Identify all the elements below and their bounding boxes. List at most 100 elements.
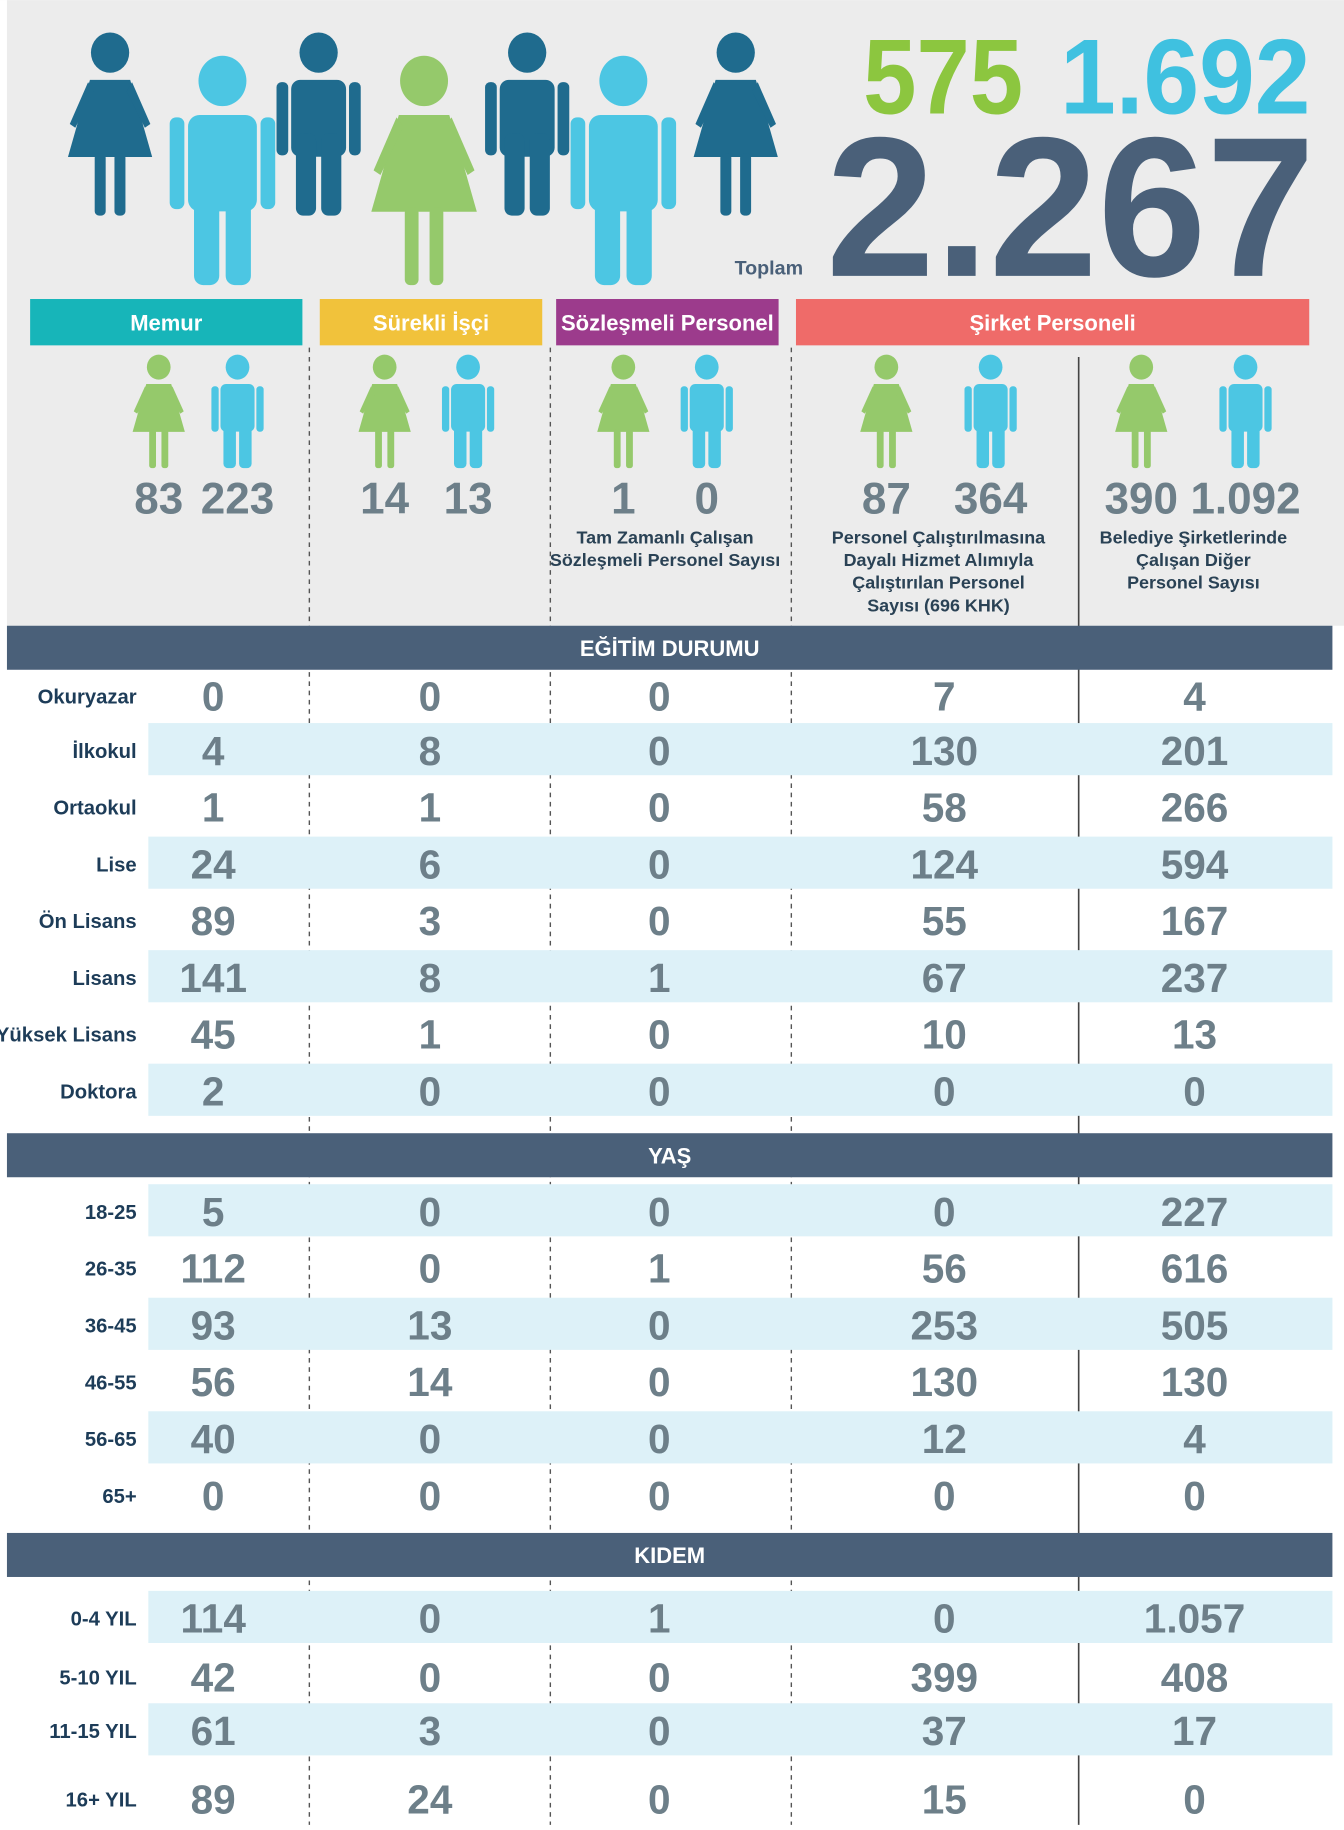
- icon-leg: [693, 417, 705, 468]
- cell-value: 0: [1183, 1068, 1206, 1114]
- icon-leg: [1132, 430, 1139, 469]
- row-label: 36-45: [85, 1316, 137, 1338]
- icon-leg: [627, 182, 652, 285]
- group-label: Memur: [130, 310, 203, 335]
- group-label: Sürekli İşçi: [373, 310, 489, 335]
- icon-arm: [681, 386, 688, 431]
- cell-value: 37: [922, 1708, 967, 1754]
- icon-arm: [1009, 386, 1016, 431]
- cell-value: 0: [648, 841, 671, 887]
- cell-value: 201: [1161, 728, 1229, 774]
- row-label: 16+ YIL: [66, 1789, 137, 1811]
- cell-value: 130: [910, 1359, 978, 1405]
- icon-arm: [256, 386, 263, 431]
- cell-value: 0: [648, 1416, 671, 1462]
- cell-value: 10: [922, 1012, 967, 1058]
- infographic: MemurSürekli İşçiSözleşmeli PersonelŞirk…: [0, 0, 1344, 1825]
- cell-value: 0: [419, 1246, 442, 1292]
- cell-value: 13: [407, 1302, 452, 1348]
- icon-leg: [626, 430, 633, 469]
- row-band: [148, 723, 1332, 775]
- icon-head: [695, 355, 719, 380]
- cell-value: 17: [1172, 1708, 1217, 1754]
- cell-value: 1: [648, 955, 671, 1001]
- men-count: 223: [201, 474, 274, 523]
- group-label: Sözleşmeli Personel: [561, 310, 774, 335]
- row-label: Doktora: [60, 1081, 137, 1103]
- cell-value: 0: [419, 673, 442, 719]
- row-label: Ortaokul: [53, 798, 136, 820]
- cell-value: 0: [648, 1068, 671, 1114]
- icon-arm: [277, 82, 289, 155]
- icon-leg: [595, 182, 620, 285]
- icon-leg: [877, 430, 884, 469]
- women-count: 83: [134, 474, 183, 523]
- cell-value: 124: [910, 841, 978, 887]
- icon-leg: [470, 417, 482, 468]
- icon-leg: [1247, 417, 1259, 468]
- women-count: 14: [360, 474, 409, 523]
- row-band: [148, 950, 1332, 1002]
- row-label: 46-55: [85, 1372, 137, 1394]
- icon-head: [226, 355, 250, 380]
- cell-value: 0: [933, 1473, 956, 1519]
- section-title: YAŞ: [648, 1143, 691, 1168]
- icon-leg: [387, 430, 394, 469]
- icon-leg: [504, 133, 524, 215]
- icon-head: [599, 56, 647, 106]
- cell-value: 0: [648, 1655, 671, 1701]
- cell-value: 24: [407, 1776, 453, 1822]
- row-label: 56-65: [85, 1429, 137, 1451]
- icon-leg: [149, 430, 156, 469]
- icon-leg: [405, 207, 419, 285]
- icon-leg: [992, 417, 1004, 468]
- cell-value: 89: [191, 898, 236, 944]
- icon-leg: [194, 182, 219, 285]
- cell-value: 112: [180, 1246, 245, 1292]
- icon-arm: [726, 386, 733, 431]
- cell-value: 14: [407, 1359, 453, 1405]
- cell-value: 45: [191, 1012, 236, 1058]
- cell-value: 0: [648, 1708, 671, 1754]
- icon-arm: [442, 386, 449, 431]
- cell-value: 0: [933, 1596, 956, 1642]
- cell-value: 253: [910, 1302, 978, 1348]
- icon-leg: [1144, 430, 1151, 469]
- cell-value: 0: [419, 1473, 442, 1519]
- cell-value: 0: [1183, 1776, 1206, 1822]
- row-label: 18-25: [85, 1202, 137, 1224]
- icon-arm: [170, 117, 185, 209]
- cell-value: 1: [419, 785, 442, 831]
- cell-value: 237: [1161, 955, 1229, 1001]
- cell-value: 0: [648, 898, 671, 944]
- icon-leg: [321, 133, 341, 215]
- icon-head: [91, 33, 129, 73]
- cell-value: 0: [933, 1189, 956, 1235]
- column-note: Çalıştırılan Personel: [852, 573, 1024, 593]
- men-count: 1.092: [1190, 474, 1300, 523]
- cell-value: 3: [419, 898, 442, 944]
- cell-value: 24: [191, 841, 237, 887]
- cell-value: 1: [202, 785, 225, 831]
- men-count: 0: [695, 474, 719, 523]
- cell-value: 13: [1172, 1012, 1217, 1058]
- cell-value: 0: [648, 1189, 671, 1235]
- icon-head: [508, 33, 546, 73]
- section-title: KIDEM: [634, 1543, 705, 1568]
- cell-value: 12: [922, 1416, 967, 1462]
- icon-leg: [1231, 417, 1243, 468]
- icon-leg: [708, 417, 720, 468]
- grand-total: 2.267: [826, 97, 1315, 319]
- cell-value: 266: [1161, 785, 1229, 831]
- cell-value: 114: [180, 1596, 246, 1642]
- cell-value: 0: [648, 1473, 671, 1519]
- cell-value: 5: [202, 1189, 225, 1235]
- icon-leg: [720, 153, 731, 215]
- women-count: 1: [611, 474, 635, 523]
- cell-value: 408: [1161, 1655, 1229, 1701]
- row-label: 0-4 YIL: [71, 1609, 137, 1631]
- cell-value: 1: [648, 1246, 671, 1292]
- column-note: Tam Zamanlı Çalışan: [576, 527, 753, 547]
- row-band: [148, 1411, 1332, 1463]
- icon-arm: [661, 117, 676, 209]
